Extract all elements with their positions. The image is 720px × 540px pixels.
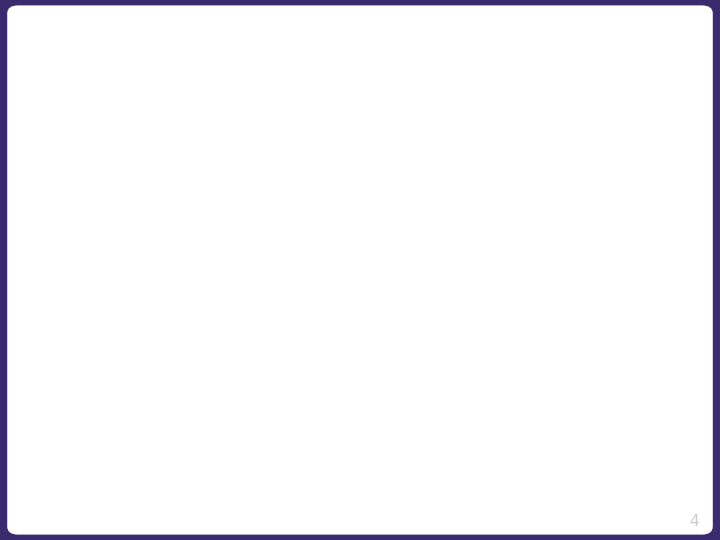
Text: - Due next Wednesday, Feb 6: - Due next Wednesday, Feb 6 [84,156,371,174]
Text: Implement 3 ADTs: Implement 3 ADTs [135,118,406,145]
Text: DataCount: DataCount [514,366,590,380]
Text: FourHeap: FourHeap [67,402,218,430]
Text: Phase A:: Phase A: [67,118,204,145]
Text: Word Frequency Analysis: Word Frequency Analysis [65,31,655,73]
Text: data:   Hamlet: data: Hamlet [391,240,508,254]
Text: 4: 4 [689,514,698,529]
Text: count: 33: count: 33 [514,428,590,442]
Text: AVLTree: AVLTree [67,228,189,256]
Text: MoveToFrontList: MoveToFrontList [67,313,325,340]
FancyBboxPatch shape [386,192,492,281]
Text: •: • [37,227,56,256]
Text: count: 67: count: 67 [391,261,467,275]
Text: DataCount: DataCount [391,199,467,213]
FancyBboxPatch shape [509,359,615,448]
Text: data:   water: data: water [514,407,623,421]
FancyBboxPatch shape [263,359,369,448]
Text: count: 21: count: 21 [268,428,343,442]
Text: - Word frequency analysis using different DataCounters: - Word frequency analysis using differen… [84,181,626,200]
Text: •: • [37,117,56,146]
Text: DataCount: DataCount [268,366,343,380]
Text: •: • [37,312,56,341]
Text: •: • [37,402,56,431]
Text: data:   Apple: data: Apple [268,407,377,421]
